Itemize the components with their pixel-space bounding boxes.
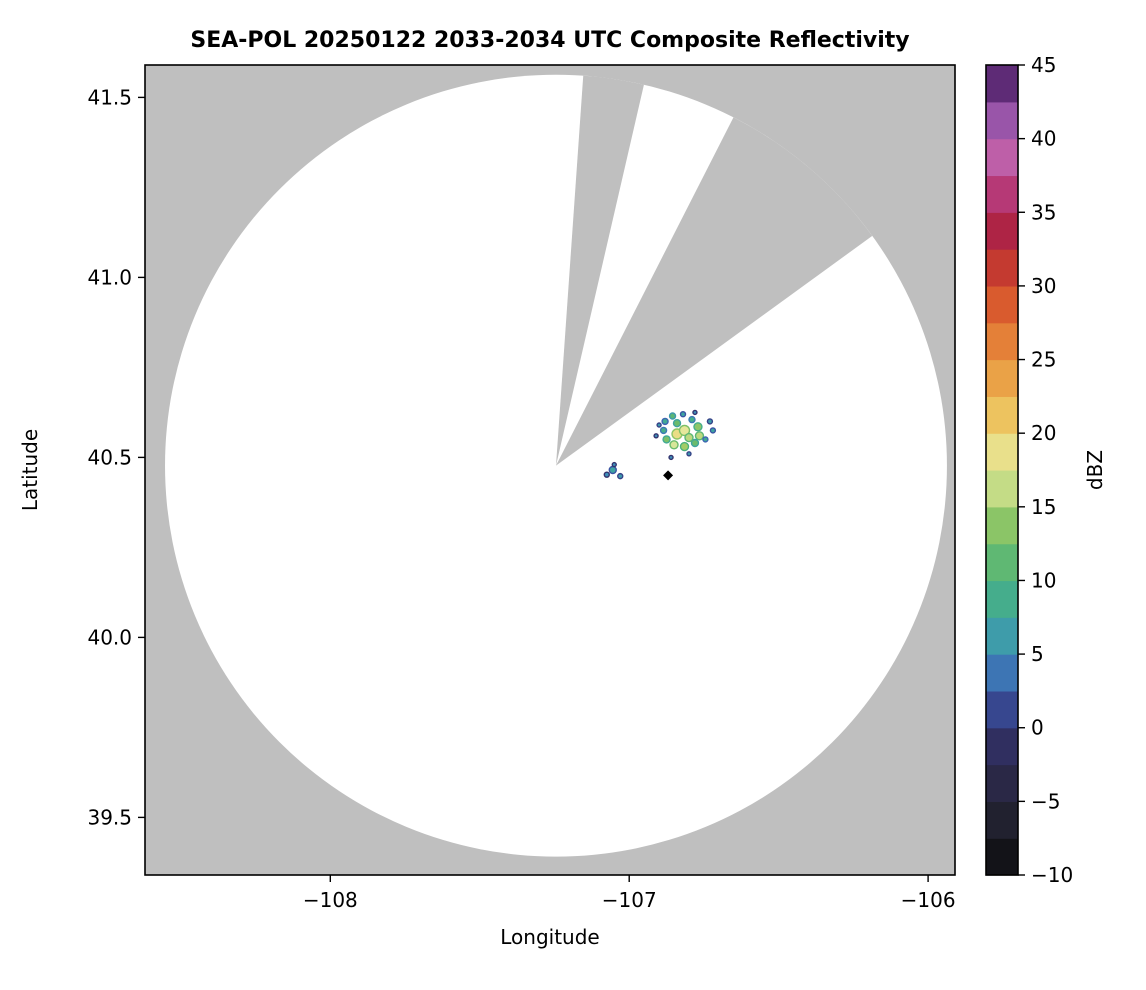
x-tick-label: −108 (303, 888, 358, 912)
reflectivity-echo (661, 417, 669, 426)
reflectivity-echo (608, 465, 617, 475)
colorbar-band (986, 690, 1018, 729)
reflectivity-echo (693, 422, 703, 432)
reflectivity-echo (672, 419, 682, 428)
reflectivity-echo (678, 424, 691, 437)
reflectivity-echo (656, 422, 662, 428)
reflectivity-echo (679, 441, 690, 452)
colorbar-label: dBZ (1083, 449, 1107, 491)
colorbar-band (986, 359, 1018, 397)
reflectivity-echo (659, 426, 668, 435)
reflectivity-echo (611, 461, 617, 468)
colorbar-band (986, 322, 1018, 361)
reflectivity-echo (690, 438, 700, 448)
colorbar-band (986, 838, 1018, 876)
colorbar-tick-label: 15 (1031, 495, 1056, 519)
reflectivity-echo (603, 471, 610, 478)
colorbar-tick-label: 25 (1031, 348, 1056, 372)
reflectivity-echo (653, 433, 659, 439)
y-tick-label: 40.5 (87, 445, 132, 469)
colorbar-band (986, 617, 1018, 655)
x-axis-label: Longitude (500, 925, 600, 949)
blocked-sector-wedge (555, 117, 873, 466)
colorbar-band (986, 580, 1018, 618)
reflectivity-echo (662, 435, 671, 444)
colorbar-frame (985, 64, 1019, 876)
colorbar-tick-label: 45 (1031, 53, 1056, 77)
colorbar-tick-label: 30 (1031, 274, 1056, 298)
colorbar-band (986, 433, 1018, 471)
reflectivity-echo (686, 451, 692, 457)
colorbar-band (986, 396, 1018, 434)
colorbar-tick-label: −10 (1031, 863, 1073, 887)
reflectivity-echo (709, 427, 717, 434)
colorbar-tick-label: 40 (1031, 127, 1056, 151)
x-tick-label: −107 (602, 888, 657, 912)
reflectivity-echo (702, 436, 709, 443)
reflectivity-echo (706, 418, 714, 425)
blocked-sector-wedge (555, 75, 644, 466)
y-tick-label: 39.5 (87, 805, 132, 829)
colorbar-band (986, 175, 1018, 213)
colorbar-tick-label: 0 (1031, 716, 1044, 740)
colorbar-band (986, 506, 1018, 545)
reflectivity-echo (669, 440, 679, 450)
colorbar-band (986, 801, 1018, 839)
colorbar-tick-label: 5 (1031, 642, 1044, 666)
y-tick-label: 40.0 (87, 625, 132, 649)
colorbar-tick-label: −5 (1031, 789, 1060, 813)
chart-title: SEA-POL 20250122 2033-2034 UTC Composite… (190, 28, 910, 53)
colorbar-band (986, 138, 1018, 177)
x-tick-label: −106 (901, 888, 956, 912)
colorbar-band (986, 727, 1018, 766)
colorbar-band (986, 764, 1018, 802)
reflectivity-echo (679, 411, 687, 418)
y-axis-label: Latitude (18, 428, 42, 512)
colorbar-band (986, 285, 1018, 324)
colorbar-tick-label: 35 (1031, 200, 1056, 224)
colorbar-band (986, 543, 1018, 582)
colorbar-band (986, 249, 1018, 287)
colorbar-band (986, 65, 1018, 103)
y-tick-label: 41.5 (87, 85, 132, 109)
reflectivity-echo (668, 454, 674, 461)
axes-frame (144, 64, 956, 876)
colorbar-tick-label: 10 (1031, 568, 1056, 592)
reflectivity-echo (617, 472, 624, 480)
y-tick-label: 41.0 (87, 265, 132, 289)
reflectivity-echo (688, 415, 696, 424)
site-marker (663, 470, 674, 481)
colorbar-tick-label: 20 (1031, 421, 1056, 445)
reflectivity-echo (684, 432, 694, 443)
reflectivity-echo (694, 431, 705, 441)
reflectivity-echo (668, 412, 677, 420)
colorbar-band (986, 212, 1018, 250)
colorbar-band (986, 101, 1018, 140)
colorbar-band (986, 470, 1018, 508)
reflectivity-echo (692, 409, 698, 416)
colorbar-band (986, 654, 1018, 692)
